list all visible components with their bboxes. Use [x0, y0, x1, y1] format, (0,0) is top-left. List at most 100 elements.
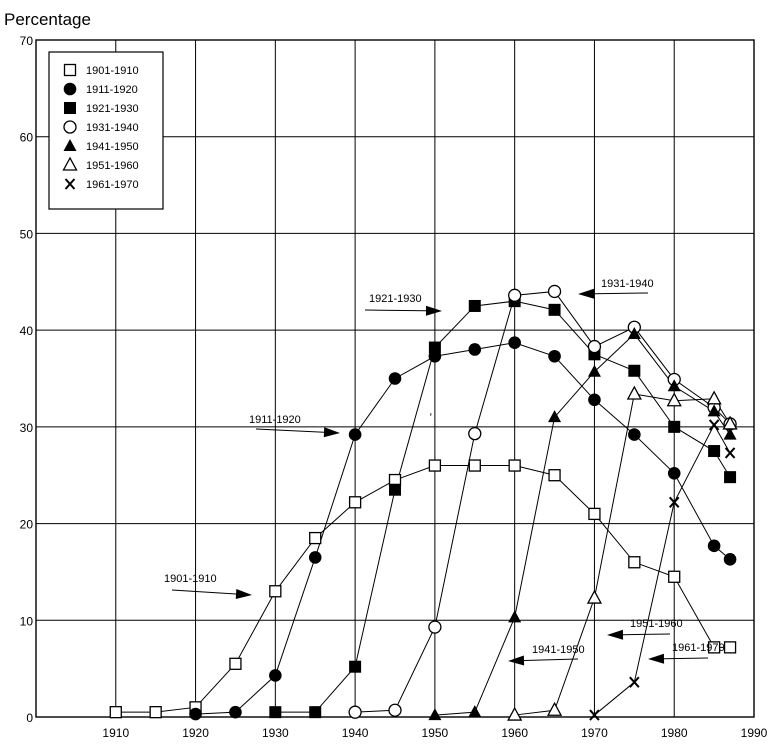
data-point-1941-1950 [707, 404, 721, 417]
data-point-1941-1950 [587, 364, 601, 377]
data-point-1921-1930 [309, 706, 322, 719]
data-point-1901-1910 [309, 531, 322, 545]
data-point-1901-1910 [628, 556, 641, 569]
data-point-1901-1910 [109, 706, 122, 719]
data-point-1951-1960 [507, 706, 523, 721]
data-point-1931-1940 [468, 426, 482, 441]
data-point-1921-1930 [708, 445, 721, 458]
x-tick-label: 1980 [661, 726, 688, 740]
data-point-1921-1930 [349, 660, 362, 673]
data-point-1941-1950 [548, 410, 562, 423]
data-point-1901-1910 [707, 641, 721, 654]
annotation-arrowhead [607, 629, 624, 640]
data-point-1911-1920 [628, 428, 641, 441]
data-point-1961-1970 [708, 419, 720, 431]
data-point-1911-1920 [468, 343, 482, 356]
data-point-1931-1940 [348, 705, 362, 719]
x-tick-label: 1930 [262, 726, 289, 740]
data-point-1941-1950 [508, 610, 522, 623]
y-tick-label: 0 [26, 711, 33, 725]
data-point-1931-1940 [428, 620, 442, 634]
data-point-1911-1920 [388, 372, 402, 385]
annotation-arrow-shaft [255, 428, 325, 433]
x-tick-label: 1960 [501, 726, 528, 740]
series-layer [109, 284, 738, 721]
annotation-arrow-shaft [593, 292, 649, 295]
annotation-arrowhead [648, 653, 665, 664]
legend-marker [63, 63, 77, 77]
data-point-1901-1910 [548, 469, 561, 482]
x-tick-label: 1950 [422, 726, 449, 740]
annotation-arrow-shaft [364, 309, 427, 312]
legend-label: 1921-1930 [86, 103, 139, 115]
data-point-1931-1940 [388, 703, 402, 717]
legend-marker [63, 120, 77, 134]
legend-label: 1951-1960 [86, 160, 139, 172]
annotation-arrowhead [425, 305, 442, 316]
data-point-1961-1970 [724, 447, 736, 459]
legend: 1901-1910 1911-1920 1921-1930 1931-1940 1941… [48, 51, 164, 210]
data-point-1941-1950 [667, 379, 681, 392]
y-tick-label: 50 [20, 227, 34, 241]
data-point-1911-1920 [723, 553, 737, 566]
legend-label: 1941-1950 [86, 141, 139, 153]
annotations: 1901-1910 1911-1920 1921-1930 1931-1940 1941… [164, 278, 725, 666]
x-tick-label: 1990 [741, 726, 768, 740]
data-point-1901-1910 [468, 459, 481, 472]
annotation-arrow-shaft [523, 658, 579, 662]
y-tick-label: 70 [20, 34, 34, 48]
x-tick-label: 1940 [342, 726, 369, 740]
data-point-1901-1910 [149, 706, 162, 719]
data-point-1961-1970 [589, 709, 600, 721]
annotation-arrow-shaft [663, 657, 709, 660]
data-point-1941-1950 [428, 708, 442, 721]
y-tick-label: 60 [20, 131, 34, 145]
annotation-label: 1951-1960 [630, 618, 683, 630]
data-point-1911-1920 [308, 551, 322, 564]
data-point-1931-1940 [587, 339, 602, 354]
legend-marker [64, 102, 76, 114]
data-point-1941-1950 [468, 705, 482, 718]
grid [36, 40, 754, 717]
data-point-1901-1910 [508, 459, 521, 472]
data-point-1921-1930 [548, 303, 561, 316]
axes: 1910 1920 1930 1940 1950 1960 1970 1980 1990 0 10 2… [20, 34, 768, 740]
data-point-1951-1960 [722, 415, 738, 430]
y-axis-label: Percentage [4, 10, 91, 29]
annotation-label: 1921-1930 [369, 293, 422, 305]
data-point-1901-1910 [668, 570, 681, 583]
annotation-arrowhead [323, 427, 340, 438]
data-point-1921-1930 [428, 341, 441, 354]
y-tick-label: 40 [20, 324, 34, 338]
y-tick-label: 10 [20, 614, 34, 628]
data-point-1941-1950 [723, 427, 737, 440]
legend-marker [64, 178, 76, 190]
data-point-1961-1970 [668, 496, 680, 508]
data-point-1911-1920 [667, 466, 681, 480]
stray-mark: , [429, 405, 432, 417]
data-point-1921-1930 [269, 706, 282, 719]
legend-marker [62, 156, 78, 171]
legend-marker [63, 82, 77, 96]
data-point-1911-1920 [269, 669, 282, 682]
data-point-1911-1920 [548, 349, 561, 363]
data-point-1951-1960 [666, 392, 682, 407]
data-point-1901-1910 [428, 459, 442, 472]
y-tick-label: 20 [20, 518, 34, 532]
data-point-1941-1950 [627, 327, 641, 340]
legend-label: 1901-1910 [86, 65, 139, 77]
data-point-1951-1960 [586, 589, 603, 604]
data-point-1901-1910 [269, 585, 282, 598]
data-point-1951-1960 [546, 701, 563, 716]
y-tick-label: 30 [20, 421, 34, 435]
data-point-1931-1940 [547, 284, 562, 299]
data-point-1911-1920 [348, 428, 362, 441]
annotation-arrowhead [578, 288, 595, 299]
data-point-1901-1910 [348, 496, 362, 509]
data-point-1931-1940 [508, 288, 522, 302]
data-point-1921-1930 [468, 299, 481, 312]
data-point-1961-1970 [629, 676, 640, 688]
legend-label: 1931-1940 [86, 122, 139, 134]
data-point-1911-1920 [588, 393, 601, 407]
